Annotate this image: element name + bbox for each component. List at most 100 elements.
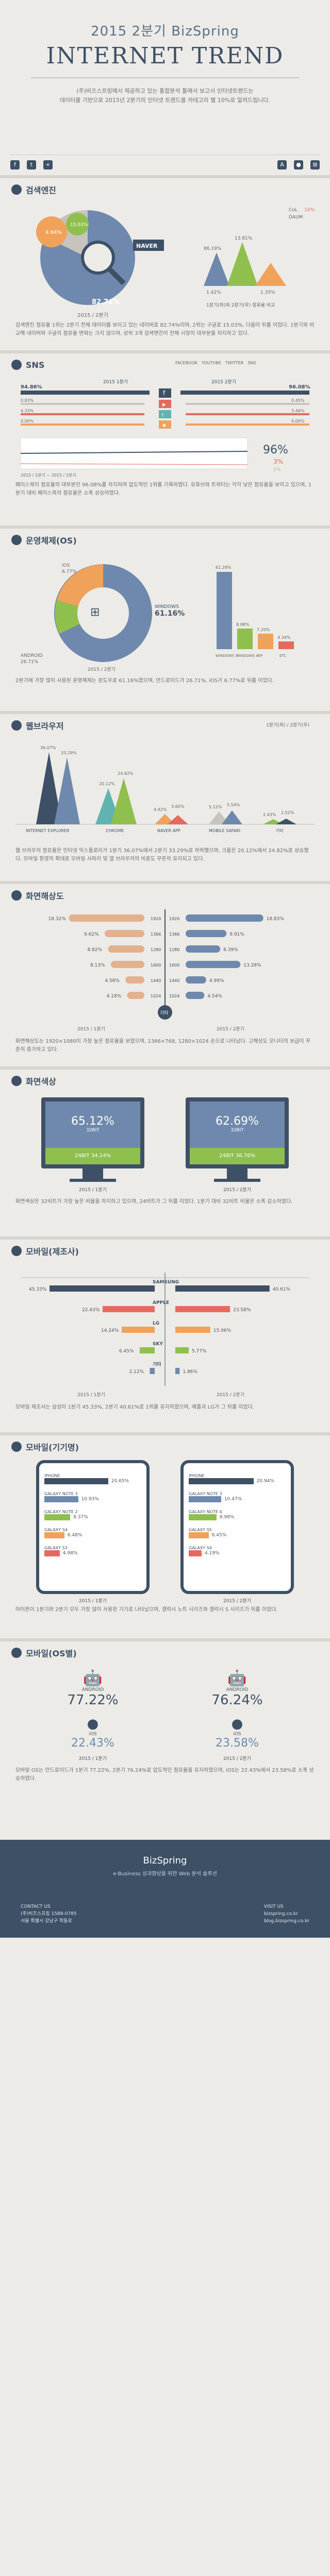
visit-site-link[interactable]: bizspring.co.kr [263,1911,298,1917]
sns-chart: 2015 1분기 2015 2분기 f ▶ t ◆ 94.86% 0.83% 4… [20,379,310,478]
maker-right-value: 1.86% [183,1369,197,1375]
value-android: 26.71% [21,659,39,665]
label-windows: WINDOWS [155,604,179,609]
maker-brand: LG [153,1321,159,1326]
sns-right-3: 0.00% [291,419,305,423]
bubble-other-b [66,213,89,235]
device-value: 10.47% [224,1497,242,1502]
android-icon: A [277,160,287,170]
maker-right-value: 5.77% [192,1349,207,1354]
section-title: 화면색상 [26,1077,56,1087]
device-caption: 아이폰이 1분기와 2분기 모두 가장 많이 사용된 기기로 나타났으며, 갤럭… [15,1607,278,1613]
pie-label-naver: 82.74% [92,298,120,306]
res-label: 1600 [151,963,161,968]
value-ios: 6.77% [62,569,77,574]
twitter-icon[interactable]: t [27,160,36,170]
footer-brand: BizSpring [143,1855,187,1866]
res-label: 1024 [151,994,161,998]
visit-blog-link[interactable]: blog.bizspring.co.kr [263,1919,309,1924]
section-title: 웹브라우저 [26,721,64,731]
res-label: 1280 [151,947,161,952]
resolution-caption: 화면해상도는 1920×1080이 가장 높은 점유율을 보였으며, 1366×… [15,1039,310,1053]
device-row: IPHONE 20.65% [44,1473,141,1484]
resolution-chart: 18.32% 18.83% 1920 1920 9.62% 9.91% 1366 1366 8.… [48,909,285,1032]
maker-bar-left [139,1347,155,1353]
device-row: GALAXY NOTE 4 8.98% [189,1510,286,1520]
windows-icon: ⊞ [310,160,320,170]
maker-left-value: 6.45% [119,1349,134,1354]
period-label: 2015 / 2분기 [88,667,116,672]
mobile-os-left-ios: 22.43% [71,1737,114,1750]
phone-left: IPHONE 20.65% GALAXY NOTE 3 10.93% GALAXY NO… [36,1460,150,1604]
device-value: 20.65% [111,1479,129,1484]
res-right-value: 9.91% [229,932,244,937]
legend-col: CoL [289,208,298,213]
header: 2015 2분기 BizSpring INTERNET TREND (주)비즈스… [0,0,330,175]
monitor-left-bottom: 24BIT 34.14% [45,1148,140,1164]
device-bar [189,1550,202,1556]
footer-contact: CONTACT US (주)비즈스프링 1588-0785 서울 특별시 강남구… [21,1903,77,1925]
res-right-value: 8.39% [223,947,238,953]
sns-right-1: 0.45% [291,398,305,403]
section-title: 운영체제(OS) [26,536,77,546]
q-left: 2015 / 1분기 [77,1392,105,1398]
youtube-icon: ▶ [162,402,166,408]
section-title: 모바일(제조사) [26,1247,79,1257]
section-sns: SNS FACEBOOK YOUTUBE TWITTER SNS 2015 1분… [0,350,330,526]
res-bar-right [186,930,227,937]
header-subtitle: 2015 2분기 BizSpring [91,24,239,39]
search-chart: 82.74% 4.84% 15.03% NAVER 2015 / 2분기 86.… [36,208,315,318]
browser-chart: 36.07% 33.29% 20.12% 24.82% 4.42% 3.60% … [15,745,315,833]
sns-right-2: 3.46% [291,409,305,413]
naver-logo: NAVER [136,243,158,249]
mobile-os-right-android-label: ANDROID [226,1687,249,1692]
share-icon[interactable]: + [43,160,53,170]
bar-chrome-q2: 24.82% [118,771,134,776]
res-bar-left [105,930,144,937]
device-value: 4.19% [205,1551,220,1556]
maker-right-value: 40.61% [273,1287,291,1292]
os-chart: ⊞ iOS 6.77% ANDROID 26.71% WINDOWS 61.16… [21,563,294,672]
device-row: GALAXY S3 4.98% [44,1546,141,1556]
facebook-icon[interactable]: f [10,160,20,170]
device-bar [189,1496,221,1502]
section-maker: 모바일(제조사) 45.33% 40.61% SAMSUNG 22.43% 23.58%… [0,1236,330,1432]
res-bar-left [125,976,144,984]
res-bar-left [108,945,144,953]
res-center-label: 기타 [160,1010,169,1016]
res-label: 1440 [169,978,179,983]
maker-bar-left [103,1306,155,1312]
res-right-value: 13.28% [243,963,261,968]
side-triangle-1 [204,252,229,286]
section-os: 운영체제(OS) ⊞ iOS 6.77% ANDROID 26.71% WIND… [0,526,330,711]
res-label: 1366 [169,932,179,937]
contact-phone[interactable]: (주)비즈스프링 1588-0785 [21,1911,77,1917]
label-ios: iOS [62,563,70,568]
monitor-right-top-label: 32BIT [230,1128,244,1133]
res-label: 1366 [151,932,161,937]
magnifier-handle [107,267,126,285]
res-bar-right [186,914,263,922]
pie-label-b: 15.03% [70,223,88,228]
res-right-value: 4.99% [209,978,224,984]
maker-right-value: 15.06% [213,1328,232,1333]
res-label: 1440 [151,978,161,983]
device-value: 8.98% [219,1515,235,1520]
device-bar [44,1514,71,1520]
maker-brand: SKY [153,1342,163,1347]
device-name: GALAXY S5 [189,1528,212,1532]
intro-line-2: 데이터를 기반으로 2015년 2분기의 인터넷 트렌드를 카테고리 별 10%… [59,97,271,104]
legend-daum: DAUM [289,215,303,220]
bar-ie-q2: 33.29% [61,751,77,755]
bar-value-0: 61.28% [216,565,232,570]
bar-value-2: 7.20% [257,628,270,632]
res-left-value: 8.82% [87,947,102,953]
res-right-value: 18.83% [267,917,285,922]
legend-facebook: FACEBOOK [175,361,198,365]
q-right: 2015 2분기 [211,379,236,385]
side-val-d: 13.81% [235,236,253,241]
intro-line-1: (주)비즈스프링에서 제공하고 있는 통합분석 툴에서 보고서 인터넷트렌드는 [76,88,254,94]
bar-safari-q2: 5.54% [227,803,240,807]
device-value: 6.48% [67,1533,82,1538]
res-bar-right [186,961,241,968]
